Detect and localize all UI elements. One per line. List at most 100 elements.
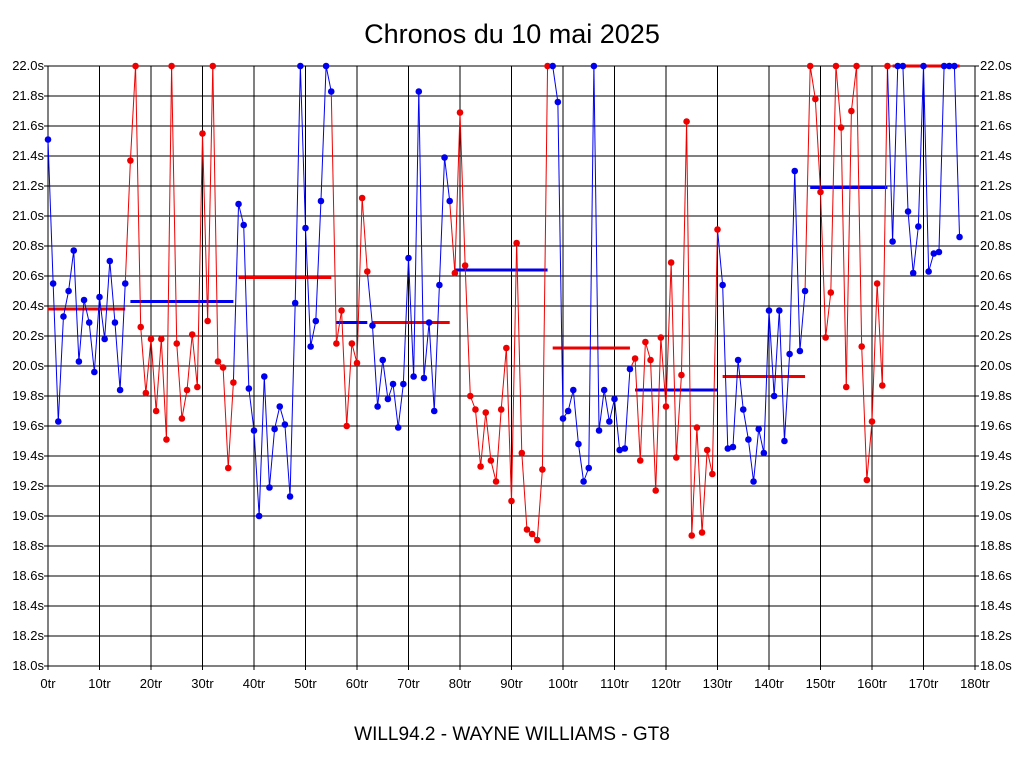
lap-point bbox=[224, 464, 232, 472]
lap-point bbox=[580, 478, 587, 485]
series-segment bbox=[258, 376, 265, 517]
x-tick-label: 140tr bbox=[754, 676, 784, 691]
y-tick-label-right: 21.0s bbox=[980, 208, 1012, 223]
lap-point bbox=[822, 334, 829, 341]
y-tick-label-right: 19.4s bbox=[980, 448, 1012, 463]
series-segment bbox=[366, 271, 373, 326]
series-segment bbox=[825, 292, 832, 338]
series-segment bbox=[335, 310, 343, 344]
lap-point bbox=[446, 197, 454, 205]
series-segment bbox=[521, 452, 528, 530]
series-segment bbox=[356, 197, 363, 364]
lap-point bbox=[513, 239, 520, 247]
series-segment bbox=[912, 226, 919, 274]
lap-point bbox=[786, 350, 793, 358]
lap-point bbox=[55, 418, 62, 425]
lap-point bbox=[827, 289, 835, 296]
series-segment bbox=[346, 343, 353, 427]
lap-point bbox=[374, 403, 381, 410]
series-segment bbox=[382, 359, 389, 400]
x-tick-label: 100tr bbox=[548, 676, 578, 691]
series-segment bbox=[923, 65, 930, 272]
lap-point bbox=[889, 238, 896, 245]
series-segment bbox=[294, 65, 301, 304]
series-segment bbox=[753, 428, 760, 482]
lap-point bbox=[338, 307, 345, 314]
series-segment bbox=[320, 65, 327, 202]
lap-point bbox=[544, 62, 551, 70]
lap-point bbox=[188, 331, 196, 338]
lap-point bbox=[837, 124, 845, 131]
y-tick-label-right: 19.2s bbox=[980, 478, 1012, 493]
y-tick-label-right: 20.2s bbox=[980, 328, 1012, 343]
x-axis: 0tr 10tr 20tr 30tr 40tr 50tr 60tr 70tr 80tr 90tr 1… bbox=[40, 676, 990, 691]
series-segment bbox=[536, 469, 543, 541]
series-segment bbox=[665, 262, 672, 407]
lap-point bbox=[812, 95, 819, 103]
lap-point bbox=[915, 223, 922, 230]
series-segment bbox=[711, 229, 718, 475]
lap-point bbox=[781, 437, 788, 445]
series-segment bbox=[706, 449, 713, 475]
lap-point bbox=[461, 262, 469, 269]
lap-point bbox=[673, 454, 680, 461]
lap-point bbox=[868, 418, 876, 425]
series-segment bbox=[557, 101, 564, 419]
lap-point bbox=[261, 373, 268, 380]
series-segment bbox=[299, 65, 306, 229]
y-tick-label-right: 21.2s bbox=[980, 178, 1012, 193]
lap-point bbox=[533, 536, 541, 544]
y-tick-label-left: 19.4s bbox=[12, 448, 44, 463]
series-segment bbox=[181, 389, 188, 419]
lap-point bbox=[230, 379, 237, 386]
series-segment bbox=[397, 383, 404, 428]
lap-point bbox=[894, 62, 902, 70]
x-tick-label: 120tr bbox=[651, 676, 681, 691]
series-segment bbox=[660, 337, 667, 407]
lap-point bbox=[642, 338, 649, 346]
series-segment bbox=[140, 326, 147, 394]
y-tick-label-right: 20.6s bbox=[980, 268, 1012, 283]
lap-point bbox=[364, 268, 371, 275]
stint-averages bbox=[48, 64, 960, 392]
series-segment bbox=[717, 229, 724, 286]
series-segment bbox=[449, 200, 456, 274]
lap-point bbox=[570, 386, 577, 394]
lap-point bbox=[734, 356, 742, 364]
lap-point bbox=[770, 392, 778, 400]
y-tick-label-left: 20.8s bbox=[12, 238, 44, 253]
series-segment bbox=[68, 250, 75, 292]
x-tick-label: 90tr bbox=[500, 676, 523, 691]
series-segment bbox=[650, 359, 657, 491]
series-segment bbox=[495, 409, 502, 482]
lap-point bbox=[106, 257, 114, 265]
lap-point bbox=[163, 436, 170, 443]
series-segment bbox=[634, 358, 641, 461]
lap-point bbox=[554, 98, 562, 106]
series-segment bbox=[289, 302, 296, 497]
y-tick-label-left: 19.2s bbox=[12, 478, 44, 493]
series-segment bbox=[876, 283, 883, 386]
series-segment bbox=[119, 283, 126, 391]
series-segment bbox=[341, 310, 348, 427]
series-segment bbox=[907, 211, 914, 274]
lap-point bbox=[776, 307, 783, 314]
y-axis-right: 18.0s 18.2s 18.4s 18.6s 18.8s 19.0s 19.2s 19.4s… bbox=[980, 58, 1012, 673]
series-segment bbox=[768, 310, 775, 397]
lap-point bbox=[235, 200, 242, 208]
series-segment bbox=[804, 65, 811, 292]
lap-point bbox=[729, 443, 737, 451]
series-segment bbox=[917, 65, 924, 227]
series-segment bbox=[99, 296, 106, 340]
lap-point bbox=[168, 62, 175, 70]
series-segment bbox=[212, 65, 219, 362]
series-segment bbox=[248, 388, 255, 431]
lap-point bbox=[621, 445, 629, 452]
series-segment bbox=[377, 359, 384, 407]
series-segment bbox=[408, 257, 415, 377]
lap-point bbox=[657, 334, 665, 341]
series-segment bbox=[428, 322, 435, 412]
series-segment bbox=[820, 191, 827, 338]
y-tick-label-left: 20.4s bbox=[12, 298, 44, 313]
lap-point bbox=[250, 427, 258, 434]
